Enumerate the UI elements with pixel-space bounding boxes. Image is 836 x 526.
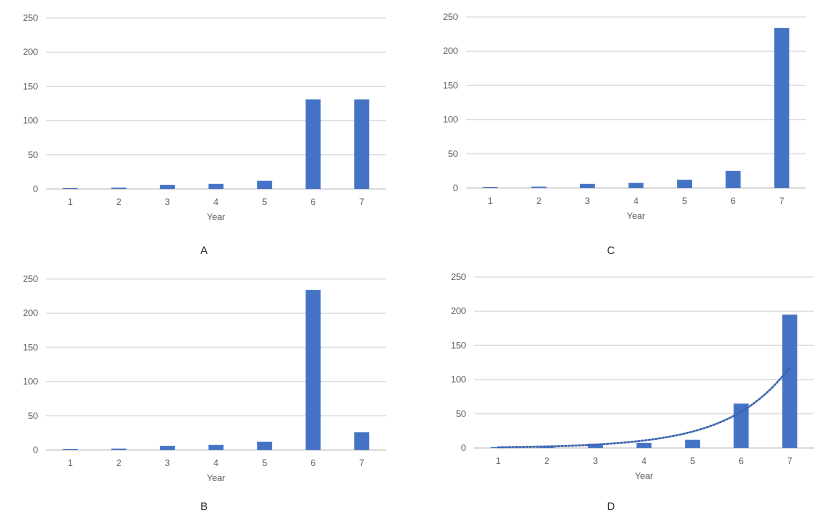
y-tick-label: 0 [461,443,466,453]
bar-a-year-1 [62,187,78,189]
bar-b-year-2 [111,448,127,450]
x-tick-label: 7 [787,456,792,466]
bar-d-year-6 [733,403,749,448]
y-tick-label: 250 [443,12,458,22]
y-tick-label: 150 [23,81,38,91]
y-tick-label: 200 [451,306,466,316]
y-tick-label: 100 [451,375,466,385]
y-tick-label: 100 [23,116,38,126]
bar-a-year-6 [305,99,321,189]
trendline-d [497,366,791,449]
x-tick-label: 7 [359,197,364,207]
bar-c-year-3 [579,183,595,188]
chart-panel-d: 0 50 100 150 200 250 1 2 3 4 5 6 7 Year [420,262,820,502]
bar-chart-d: 0 50 100 150 200 250 1 2 3 4 5 6 7 Year [451,272,814,481]
bar-c-year-1 [482,186,498,188]
x-tick-label: 2 [536,196,541,206]
y-tick-label: 250 [23,13,38,23]
x-tick-label: 7 [779,196,784,206]
bar-chart-b: 0 50 100 150 200 250 1 2 3 4 5 6 7 Year [23,274,386,483]
x-axis-title: Year [627,211,645,221]
x-axis-title: Year [635,471,653,481]
bar-a-year-2 [111,187,127,189]
chart-panel-a: 0 50 100 150 200 250 1 2 3 4 5 6 7 Year [0,0,400,240]
bar-b-year-4 [208,444,224,450]
y-tick-label: 50 [28,150,38,160]
bar-b-year-6 [305,289,321,450]
x-tick-label: 1 [496,456,501,466]
y-tick-label: 150 [451,340,466,350]
y-tick-label: 50 [28,411,38,421]
x-tick-label: 2 [544,456,549,466]
chart-caption-c: C [607,245,615,257]
bar-c-year-7 [774,27,790,188]
y-tick-label: 100 [443,115,458,125]
y-tick-label: 0 [33,445,38,455]
x-tick-label: 3 [585,196,590,206]
y-tick-label: 200 [23,308,38,318]
y-tick-label: 250 [451,272,466,282]
x-axis-title: Year [207,212,225,222]
x-tick-label: 1 [68,458,73,468]
bar-d-year-4 [636,442,652,448]
x-tick-label: 5 [682,196,687,206]
bar-d-year-7 [782,314,798,448]
bar-d-year-2 [539,446,555,448]
x-tick-label: 6 [731,196,736,206]
x-tick-label: 2 [116,197,121,207]
x-tick-label: 4 [213,458,218,468]
bar-c-year-4 [628,182,644,188]
y-tick-label: 200 [23,47,38,57]
y-tick-label: 50 [456,409,466,419]
bar-chart-a: 0 50 100 150 200 250 1 2 3 4 5 6 7 Year [23,13,386,222]
bar-a-year-3 [159,184,175,189]
x-tick-label: 7 [359,458,364,468]
bar-c-year-2 [531,186,547,188]
bar-b-year-3 [159,445,175,450]
bar-a-year-4 [208,183,224,189]
x-tick-label: 4 [633,196,638,206]
y-tick-label: 100 [23,377,38,387]
bar-b-year-5 [257,441,273,450]
y-tick-label: 150 [443,80,458,90]
x-tick-label: 5 [690,456,695,466]
x-tick-label: 1 [68,197,73,207]
bar-a-year-7 [354,99,370,189]
bar-d-year-3 [587,443,603,448]
y-tick-label: 150 [23,342,38,352]
y-tick-label: 50 [448,149,458,159]
bar-d-year-5 [685,439,701,448]
bar-c-year-6 [725,170,741,188]
x-tick-label: 3 [593,456,598,466]
bar-chart-c: 0 50 100 150 200 250 1 2 3 4 5 6 7 Year [443,12,806,221]
x-tick-label: 5 [262,197,267,207]
x-tick-label: 6 [739,456,744,466]
x-tick-label: 2 [116,458,121,468]
x-tick-label: 6 [311,458,316,468]
x-tick-label: 3 [165,197,170,207]
bar-b-year-7 [354,432,370,450]
chart-caption-d: D [607,501,615,513]
x-axis-title: Year [207,473,225,483]
x-tick-label: 4 [213,197,218,207]
y-tick-label: 200 [443,46,458,56]
chart-caption-a: A [200,245,208,257]
bar-c-year-5 [677,179,693,188]
x-tick-label: 6 [311,197,316,207]
chart-caption-b: B [200,501,208,513]
y-tick-label: 0 [33,184,38,194]
chart-panel-c: 0 50 100 150 200 250 1 2 3 4 5 6 7 Year [420,0,820,240]
chart-panel-b: 0 50 100 150 200 250 1 2 3 4 5 6 7 Year [0,262,400,502]
x-tick-label: 5 [262,458,267,468]
bar-a-year-5 [257,180,273,189]
bar-b-year-1 [62,448,78,450]
x-tick-label: 3 [165,458,170,468]
x-tick-label: 1 [488,196,493,206]
y-tick-label: 0 [453,183,458,193]
x-tick-label: 4 [641,456,646,466]
y-tick-label: 250 [23,274,38,284]
